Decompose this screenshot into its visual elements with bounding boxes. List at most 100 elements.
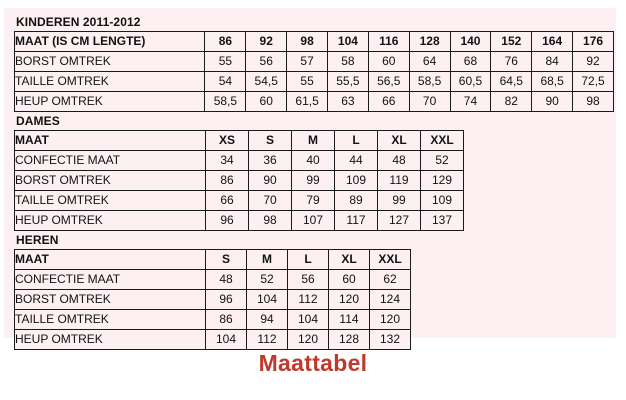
table-kinderen: MAAT (IS CM LENGTE) 86 92 98 104 116 128… [13,31,614,112]
data-cell: 70 [408,91,451,112]
data-cell: 128 [328,329,370,350]
table-row: HEUP OMTREK 58,5 60 61,5 63 66 70 74 82 … [13,91,614,112]
data-cell: 34 [205,150,249,171]
data-cell: 109 [334,170,378,191]
data-cell: 72,5 [572,71,614,92]
table-row: HEUP OMTREK 104 112 120 128 132 [14,329,411,350]
data-cell: 52 [246,269,288,290]
data-cell: 54,5 [245,71,288,92]
row-label: TAILLE OMTREK [14,309,206,330]
size-header-cell: XS [205,130,249,151]
data-cell: 137 [420,210,464,231]
data-cell: 58 [327,51,369,72]
data-cell: 60 [328,269,370,290]
data-cell: 60,5 [449,71,492,92]
row-label: CONFECTIE MAAT [14,269,206,290]
data-cell: 104 [205,329,247,350]
table-header-row: MAAT XS S M L XL XXL [14,130,464,151]
row-label: TAILLE OMTREK [13,71,206,92]
table-dames: MAAT XS S M L XL XXL CONFECTIE MAAT 34 3… [14,130,464,231]
data-cell: 117 [334,210,378,231]
data-cell: 52 [420,150,464,171]
section-dames: DAMES MAAT XS S M L XL XXL CONFECTIE MAA… [14,113,614,231]
data-cell: 68,5 [531,71,574,92]
column-header-measure: MAAT (IS CM LENGTE) [13,31,206,52]
data-cell: 119 [377,170,421,191]
section-title-dames: DAMES [16,114,60,128]
row-label: TAILLE OMTREK [14,190,206,211]
size-header-cell: M [246,249,288,270]
data-cell: 104 [246,289,288,310]
data-cell: 127 [377,210,421,231]
data-cell: 62 [369,269,411,290]
column-header-measure: MAAT [14,249,206,270]
data-cell: 61,5 [286,91,328,112]
table-row: TAILLE OMTREK 54 54,5 55 55,5 56,5 58,5 … [13,71,614,92]
table-row: HEUP OMTREK 96 98 107 117 127 137 [14,210,464,231]
data-cell: 98 [248,210,292,231]
size-header-cell: L [334,130,378,151]
data-cell: 132 [369,329,411,350]
table-row: BORST OMTREK 55 56 57 58 60 64 68 76 84 … [13,51,614,72]
data-cell: 55,5 [327,71,369,92]
size-header-cell: 116 [367,31,410,52]
data-cell: 60 [245,91,288,112]
size-header-cell: M [291,130,335,151]
data-cell: 99 [291,170,335,191]
data-cell: 58,5 [204,91,247,112]
data-cell: 84 [531,51,574,72]
data-cell: 112 [287,289,329,310]
data-cell: 56,5 [367,71,410,92]
data-cell: 120 [287,329,329,350]
table-header-row: MAAT (IS CM LENGTE) 86 92 98 104 116 128… [13,31,614,52]
section-kinderen: KINDEREN 2011-2012 MAAT (IS CM LENGTE) 8… [13,14,614,112]
size-header-cell: 140 [449,31,492,52]
size-header-cell: 128 [408,31,451,52]
data-cell: 64 [408,51,451,72]
data-cell: 40 [291,150,335,171]
size-header-cell: 176 [572,31,614,52]
data-cell: 44 [334,150,378,171]
data-cell: 124 [369,289,411,310]
data-cell: 70 [248,190,292,211]
row-label: BORST OMTREK [13,51,206,72]
row-label: HEUP OMTREK [13,91,206,112]
data-cell: 64,5 [490,71,533,92]
data-cell: 90 [531,91,574,112]
data-cell: 90 [248,170,292,191]
data-cell: 58,5 [408,71,451,92]
column-header-measure: MAAT [14,130,206,151]
data-cell: 104 [287,309,329,330]
data-cell: 120 [328,289,370,310]
data-cell: 86 [205,309,247,330]
row-label: BORST OMTREK [14,170,206,191]
data-cell: 55 [286,71,328,92]
row-label: CONFECTIE MAAT [14,150,206,171]
data-cell: 56 [245,51,288,72]
section-heren: HEREN MAAT S M L XL XXL CONFECTIE MAAT 4… [14,232,614,350]
data-cell: 94 [246,309,288,330]
data-cell: 96 [205,289,247,310]
table-row: BORST OMTREK 86 90 99 109 119 129 [14,170,464,191]
size-header-cell: XL [328,249,370,270]
size-header-cell: 98 [286,31,328,52]
table-row: TAILLE OMTREK 66 70 79 89 99 109 [14,190,464,211]
data-cell: 79 [291,190,335,211]
data-cell: 48 [377,150,421,171]
data-cell: 82 [490,91,533,112]
size-header-cell: XL [377,130,421,151]
data-cell: 114 [328,309,370,330]
data-cell: 107 [291,210,335,231]
page-title-maattabel: Maattabel [258,350,368,376]
size-header-cell: L [287,249,329,270]
data-cell: 68 [449,51,492,72]
section-title-heren: HEREN [16,233,59,247]
row-label: HEUP OMTREK [14,210,206,231]
size-header-cell: 86 [204,31,247,52]
size-tables-container: KINDEREN 2011-2012 MAAT (IS CM LENGTE) 8… [13,14,614,351]
data-cell: 109 [420,190,464,211]
size-header-cell: XXL [369,249,411,270]
data-cell: 129 [420,170,464,191]
data-cell: 120 [369,309,411,330]
